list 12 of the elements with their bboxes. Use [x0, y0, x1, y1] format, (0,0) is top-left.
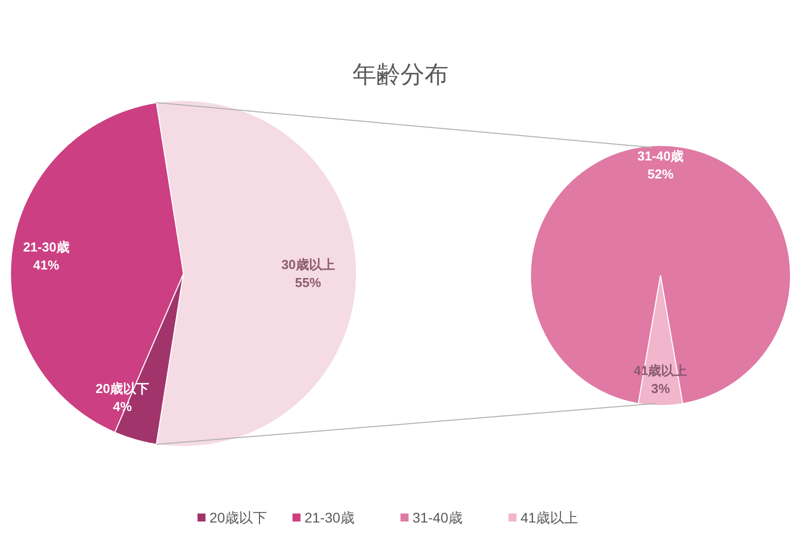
- legend-label: 21-30歳: [304, 510, 354, 526]
- legend-label: 20歳以下: [210, 510, 268, 526]
- data-label: 41%: [33, 258, 60, 273]
- chart-title: 年齢分布: [352, 62, 448, 88]
- data-label: 3%: [651, 381, 670, 396]
- data-label: 52%: [647, 166, 674, 182]
- slice-label: 30歳以上: [281, 257, 335, 272]
- slice-label: 21-30歳: [23, 240, 70, 255]
- data-label: 55%: [295, 275, 322, 290]
- legend-label: 31-40歳: [412, 510, 462, 526]
- slice-label: 31-40歳: [637, 148, 684, 164]
- legend-label: 41歳以上: [520, 510, 578, 526]
